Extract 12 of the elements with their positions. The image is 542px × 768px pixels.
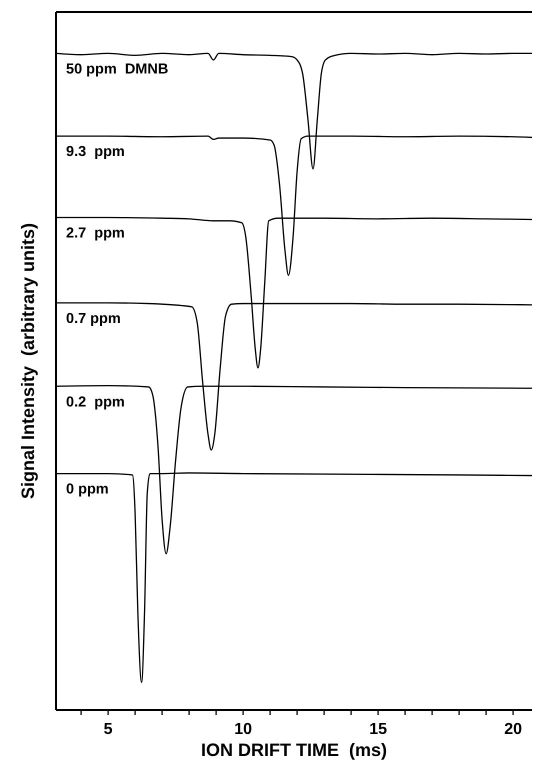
y-axis-title: Signal Intensity (arbitrary units) bbox=[18, 222, 38, 500]
series-label: 50 ppm DMNB bbox=[66, 61, 168, 78]
x-tick-label: 20 bbox=[504, 721, 522, 738]
series-label: 9.3 ppm bbox=[66, 144, 125, 160]
x-tick-label: 5 bbox=[104, 721, 113, 738]
series-label: 0 ppm bbox=[66, 482, 109, 498]
series-label: 0.2 ppm bbox=[66, 394, 125, 410]
x-tick-label: 15 bbox=[369, 721, 388, 738]
x-tick-label: 10 bbox=[234, 721, 252, 738]
x-axis-title: ION DRIFT TIME (ms) bbox=[201, 740, 387, 760]
series-label: 0.7 ppm bbox=[66, 310, 121, 327]
series-label: 2.7 ppm bbox=[66, 226, 125, 242]
